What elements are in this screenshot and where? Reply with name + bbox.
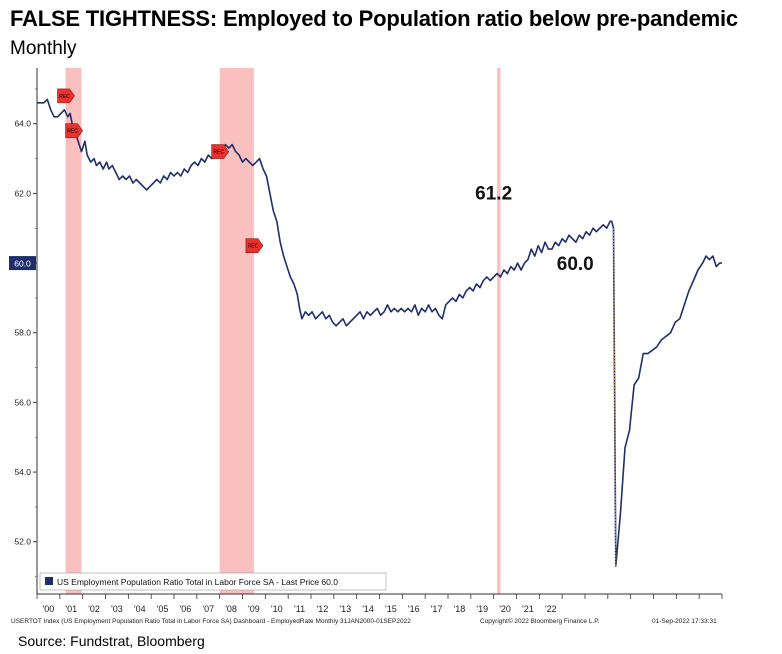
legend-swatch bbox=[45, 577, 53, 585]
source-note: Source: Fundstrat, Bloomberg bbox=[18, 633, 205, 649]
chart-axes: 52.0 54.0 56.0 58.0 60.0 62.0 64.0 '00 '01 '02 '03… bbox=[9, 68, 723, 614]
x-tick-label: '13 bbox=[339, 604, 351, 614]
drop-highlight bbox=[613, 228, 617, 567]
recession-marker-label: REC bbox=[248, 244, 259, 250]
recession-band-0 bbox=[65, 68, 82, 594]
legend-box bbox=[39, 572, 387, 591]
x-tick-label: '01 bbox=[65, 604, 77, 614]
annotation-peak: 61.2 bbox=[475, 183, 512, 204]
y-tick-label: 56.0 bbox=[14, 397, 31, 407]
x-tick-label: '07 bbox=[202, 604, 214, 614]
x-tick-label: '21 bbox=[522, 604, 534, 614]
x-tick-label: '18 bbox=[454, 604, 466, 614]
x-tick-label: '02 bbox=[88, 604, 100, 614]
recession-bands bbox=[65, 68, 501, 594]
chart-annotations: 61.2 60.0 bbox=[475, 183, 594, 275]
recession-markers: REC REC REC REC bbox=[57, 88, 264, 253]
x-tick-label: '09 bbox=[248, 604, 260, 614]
x-tick-label: '05 bbox=[157, 604, 169, 614]
y-tick-label: 52.0 bbox=[14, 537, 31, 547]
chart-area: 52.0 54.0 56.0 58.0 60.0 62.0 64.0 '00 '01 '02 '03… bbox=[9, 68, 723, 614]
x-tick-label: '19 bbox=[476, 604, 488, 614]
x-tick-label: '06 bbox=[180, 604, 192, 614]
chart-legend: US Employment Population Ratio Total in … bbox=[39, 572, 387, 591]
x-tick-label: '08 bbox=[225, 604, 237, 614]
recession-marker-label: REC bbox=[213, 150, 224, 156]
x-tick-label: '16 bbox=[408, 604, 420, 614]
recession-marker-label: REC bbox=[67, 129, 78, 135]
recession-marker bbox=[211, 144, 230, 159]
x-tick-label: '20 bbox=[499, 604, 511, 614]
y-tick-label: 58.0 bbox=[14, 328, 31, 338]
series-line-0 bbox=[37, 98, 722, 567]
x-tick-label: '22 bbox=[545, 604, 557, 614]
footer-timestamp: 01-Sep-2022 17:33:31 bbox=[652, 618, 717, 625]
x-tick-label: '10 bbox=[271, 604, 283, 614]
chart-title: FALSE TIGHTNESS: Employed to Population … bbox=[10, 6, 738, 31]
y-tick-label: 62.0 bbox=[14, 188, 31, 198]
recession-marker-label: REC bbox=[59, 94, 70, 100]
recession-marker bbox=[65, 123, 83, 139]
x-tick-label: '04 bbox=[134, 604, 146, 614]
x-tick-label: '17 bbox=[431, 604, 443, 614]
last-price-label: 60.0 bbox=[14, 259, 31, 269]
chart-subtitle: Monthly bbox=[10, 38, 77, 59]
footer-index-info: USERTOT Index (US Employment Population … bbox=[11, 618, 411, 625]
annotation-latest: 60.0 bbox=[557, 254, 594, 275]
recession-marker bbox=[57, 88, 75, 104]
chart-series bbox=[37, 98, 722, 567]
x-tick-label: '12 bbox=[317, 604, 329, 614]
x-tick-label: '11 bbox=[294, 604, 305, 614]
y-tick-label: 54.0 bbox=[14, 467, 31, 477]
y-tick-label: 64.0 bbox=[14, 119, 31, 129]
x-tick-label: '14 bbox=[362, 604, 374, 614]
footer-copyright: Copyright© 2022 Bloomberg Finance L.P. bbox=[480, 618, 600, 625]
x-tick-label: '03 bbox=[111, 604, 123, 614]
last-price-badge bbox=[9, 256, 36, 271]
recession-marker bbox=[245, 238, 264, 253]
x-tick-label: '15 bbox=[385, 604, 397, 614]
x-tick-label: '00 bbox=[43, 604, 55, 614]
legend-label: US Employment Population Ratio Total in … bbox=[57, 577, 338, 587]
recession-band-2 bbox=[497, 68, 501, 594]
